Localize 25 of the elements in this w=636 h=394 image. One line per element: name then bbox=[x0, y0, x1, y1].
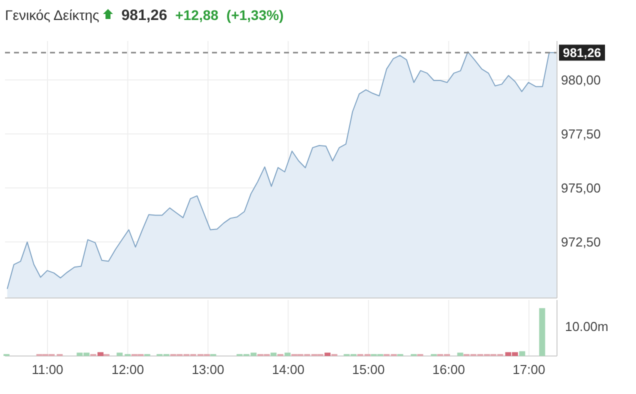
x-tick-label: 15:00 bbox=[352, 362, 385, 377]
y-tick-label: 972,50 bbox=[561, 234, 601, 250]
bar bbox=[519, 351, 526, 356]
bar bbox=[324, 352, 331, 356]
bar bbox=[97, 352, 104, 356]
bar bbox=[457, 352, 464, 356]
y-tick-label: 977,50 bbox=[561, 126, 601, 142]
x-tick-label: 11:00 bbox=[32, 362, 64, 377]
ref-line-label: 981,26 bbox=[562, 46, 602, 60]
y-tick-label: 980,00 bbox=[561, 72, 601, 88]
chart-title: Γενικός Δείκτης bbox=[5, 7, 100, 23]
text: (+1,33%) bbox=[226, 7, 284, 23]
y-tick-label: 975,00 bbox=[561, 180, 601, 196]
x-tick-label: 13:00 bbox=[192, 362, 224, 377]
x-tick-label: 17:00 bbox=[512, 362, 546, 377]
x-tick-label: 16:00 bbox=[432, 362, 465, 377]
x-tick-label: 12:00 bbox=[111, 362, 144, 377]
text: 981,26 bbox=[121, 7, 168, 24]
x-tick-label: 14:00 bbox=[272, 362, 304, 377]
bar bbox=[284, 352, 291, 356]
text: +12,88 bbox=[175, 7, 219, 23]
text: 10.00m bbox=[565, 319, 608, 334]
bar bbox=[116, 352, 123, 356]
bar bbox=[539, 308, 546, 356]
bar bbox=[270, 352, 277, 356]
